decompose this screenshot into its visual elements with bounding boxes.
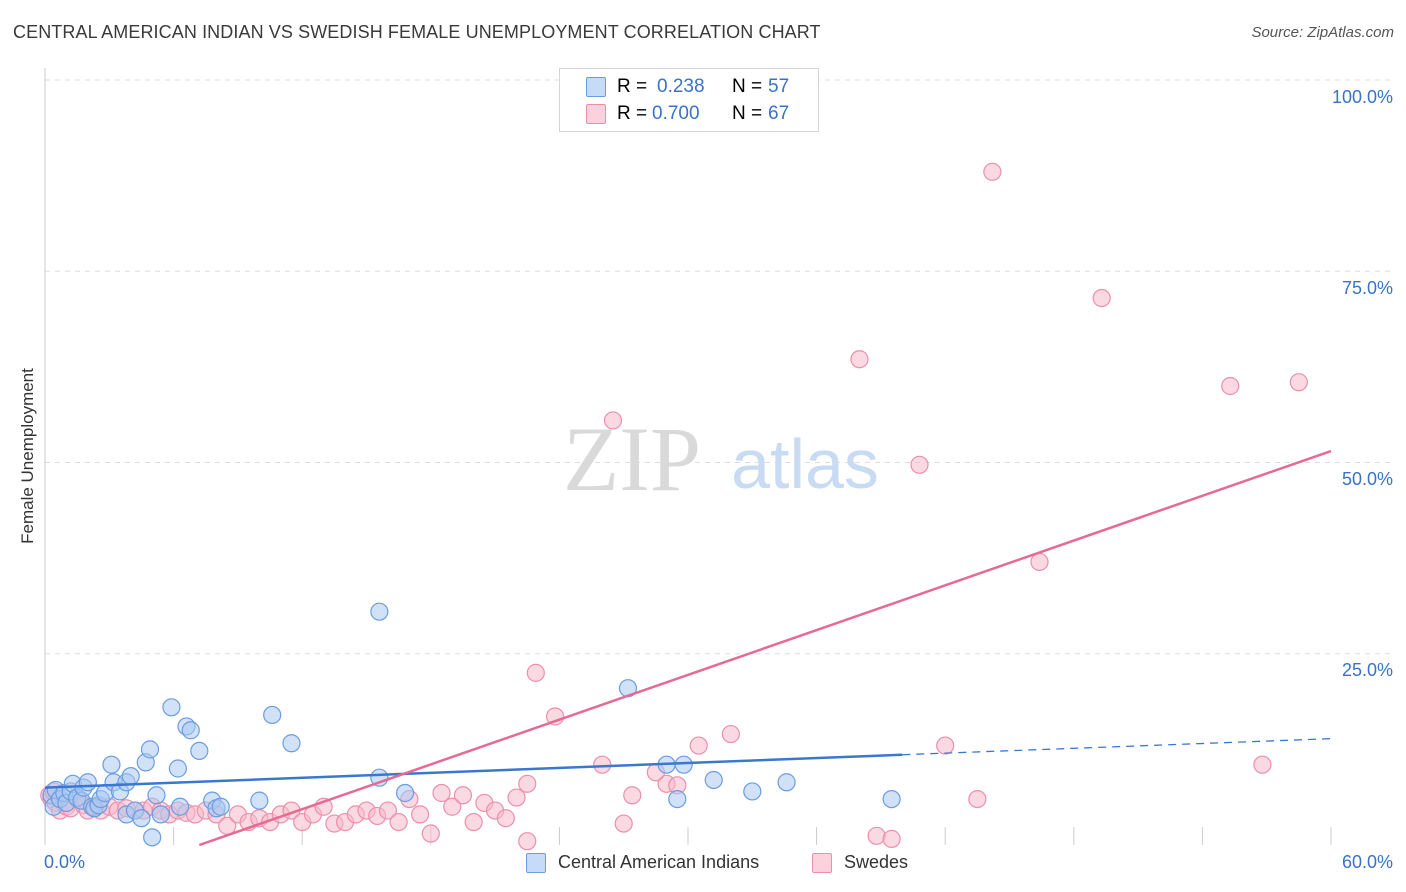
- data-point-swedes: [689, 736, 708, 755]
- data-point-swedes: [983, 162, 1002, 181]
- data-point-central-american-indians: [168, 759, 187, 778]
- data-point-swedes: [526, 663, 545, 682]
- data-point-swedes: [1221, 376, 1240, 396]
- data-point-swedes: [614, 814, 633, 833]
- data-point-swedes: [1253, 755, 1272, 774]
- data-point-central-american-indians: [140, 740, 160, 759]
- legend-swatch-pink: [586, 104, 606, 124]
- trend-line-swedes: [198, 449, 1332, 847]
- data-point-swedes: [593, 755, 612, 774]
- data-point-central-american-indians: [282, 734, 301, 753]
- data-point-central-american-indians: [882, 789, 901, 809]
- chart-title: CENTRAL AMERICAN INDIAN VS SWEDISH FEMAL…: [13, 22, 821, 42]
- data-point-swedes: [882, 829, 901, 848]
- legend-swatch-blue: [526, 852, 546, 873]
- data-point-swedes: [910, 455, 929, 474]
- data-point-swedes: [421, 824, 440, 843]
- data-point-central-american-indians: [674, 755, 693, 774]
- legend-n-label: N =: [732, 103, 763, 124]
- legend-swatch-blue: [586, 77, 606, 97]
- y-tick-label: 100.0%: [1331, 87, 1393, 107]
- data-point-central-american-indians: [121, 767, 140, 786]
- data-point-swedes: [378, 801, 398, 820]
- legend-swatch-pink: [812, 852, 832, 873]
- legend-item-central-american-indians: Central American Indians: [526, 852, 759, 873]
- data-point-central-american-indians: [668, 789, 687, 809]
- data-point-swedes: [518, 774, 537, 793]
- data-point-central-american-indians: [151, 805, 170, 824]
- legend-r-value: 0.700: [652, 103, 700, 124]
- legend-n-value: 67: [768, 103, 790, 124]
- y-tick-label: 75.0%: [1341, 278, 1393, 298]
- data-point-swedes: [432, 783, 451, 803]
- data-point-swedes: [721, 724, 740, 744]
- x-tick-label: 0.0%: [44, 852, 86, 872]
- data-point-central-american-indians: [147, 786, 166, 805]
- data-point-central-american-indians: [162, 698, 181, 717]
- data-point-central-american-indians: [263, 705, 282, 725]
- watermark-zip: ZIP: [563, 408, 701, 510]
- data-point-swedes: [464, 812, 483, 832]
- legend-item-swedes: Swedes: [812, 852, 908, 873]
- data-point-swedes: [389, 812, 408, 832]
- series-legend: Central American Indians Swedes: [0, 852, 1406, 878]
- data-point-swedes: [507, 788, 526, 807]
- data-point-central-american-indians: [704, 770, 723, 790]
- data-point-swedes: [850, 350, 869, 369]
- legend-label: Central American Indians: [558, 852, 760, 872]
- legend-r-label: R =: [617, 103, 648, 124]
- data-point-swedes: [410, 805, 430, 824]
- data-point-central-american-indians: [395, 783, 415, 803]
- data-point-swedes: [443, 797, 462, 816]
- data-point-swedes: [496, 809, 515, 828]
- data-point-central-american-indians: [211, 797, 230, 816]
- data-point-swedes: [1289, 373, 1308, 392]
- data-point-central-american-indians: [777, 773, 796, 792]
- data-point-swedes: [623, 786, 642, 805]
- legend-r-value: 0.238: [657, 76, 705, 97]
- legend-n-label: N =: [732, 76, 763, 97]
- data-point-central-american-indians: [743, 782, 762, 801]
- y-tick-label: 25.0%: [1341, 660, 1393, 680]
- y-tick-label: 50.0%: [1341, 469, 1393, 489]
- data-point-swedes: [968, 789, 987, 809]
- data-point-swedes: [936, 736, 955, 755]
- data-point-central-american-indians: [370, 602, 389, 621]
- x-tick-label: 60.0%: [1341, 852, 1393, 872]
- data-point-swedes: [867, 826, 886, 845]
- watermark-atlas: atlas: [731, 425, 879, 503]
- trend-line-central-american-indians: [44, 753, 903, 789]
- data-point-central-american-indians: [78, 773, 97, 792]
- data-point-central-american-indians: [102, 755, 121, 774]
- data-point-swedes: [603, 411, 623, 430]
- data-point-swedes: [1092, 288, 1111, 308]
- trend-line-extension-central-american-indians: [902, 738, 1332, 756]
- data-point-swedes: [1030, 552, 1049, 572]
- legend-n-value: 57: [768, 76, 790, 97]
- data-point-central-american-indians: [143, 828, 162, 847]
- correlation-legend: R = 0.238 N = 57 R = 0.700 N = 67: [559, 68, 819, 132]
- legend-label: Swedes: [844, 852, 909, 872]
- data-point-central-american-indians: [190, 741, 209, 761]
- source-label: Source: ZipAtlas.com: [1251, 24, 1394, 41]
- data-point-central-american-indians: [181, 721, 200, 740]
- legend-r-label: R =: [617, 76, 648, 97]
- data-point-central-american-indians: [250, 791, 269, 810]
- data-point-central-american-indians: [170, 797, 190, 816]
- data-point-swedes: [453, 786, 473, 805]
- data-point-swedes: [518, 832, 537, 851]
- data-point-central-american-indians: [132, 809, 151, 828]
